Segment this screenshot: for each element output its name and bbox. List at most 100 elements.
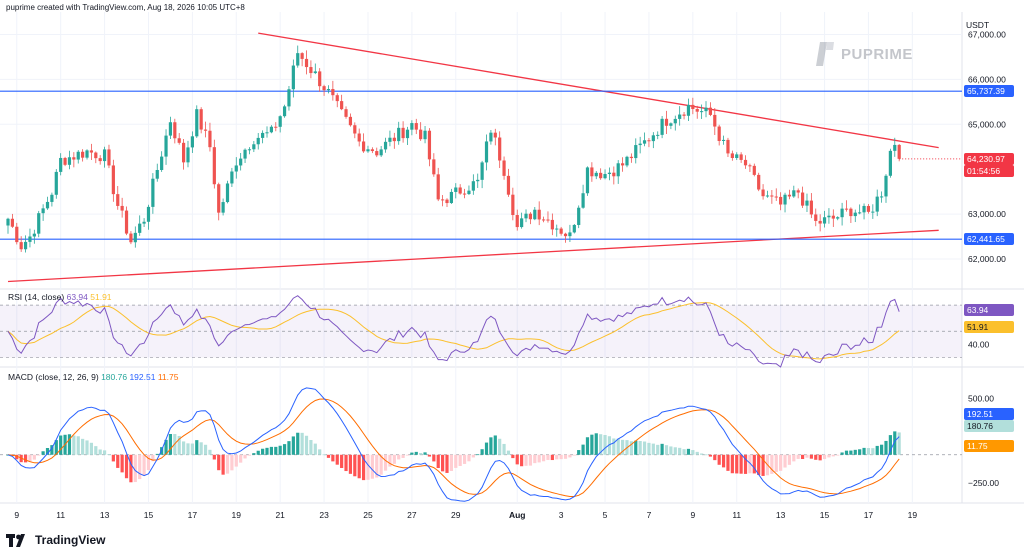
hist-legend-value: 11.75 bbox=[157, 372, 179, 382]
macd-line bbox=[7, 387, 900, 502]
macd-histogram-bar bbox=[476, 454, 480, 456]
macd-histogram-bar bbox=[388, 454, 392, 467]
macd-histogram-bar bbox=[831, 454, 835, 457]
candle-body bbox=[809, 200, 813, 215]
tradingview-logo-icon bbox=[6, 533, 25, 547]
candle-body bbox=[462, 193, 467, 195]
macd-histogram-bar bbox=[581, 444, 585, 455]
time-axis-label: 15 bbox=[820, 510, 830, 520]
candle-body bbox=[116, 194, 120, 206]
time-axis-label: 9 bbox=[14, 510, 19, 520]
macd-histogram-bar bbox=[822, 454, 827, 460]
macd-histogram-bar bbox=[809, 454, 813, 459]
candle-body bbox=[190, 136, 194, 148]
candle-body bbox=[493, 132, 497, 138]
candle-body bbox=[221, 202, 225, 213]
candle-body bbox=[884, 175, 888, 197]
candle-body bbox=[28, 236, 32, 242]
candle-body bbox=[199, 109, 203, 130]
candle-body bbox=[388, 137, 392, 142]
macd-histogram-bar bbox=[107, 454, 111, 455]
candle-body bbox=[862, 205, 866, 213]
candle-body bbox=[72, 157, 76, 160]
macd-histogram-bar bbox=[190, 443, 194, 455]
macd-histogram-bar bbox=[515, 454, 519, 465]
rsi-legend: RSI (14, close) 63.94 51.91 bbox=[8, 292, 112, 302]
macd-pane[interactable] bbox=[0, 387, 962, 502]
candle-body bbox=[805, 200, 809, 206]
rsi-title: RSI (14, close) bbox=[8, 292, 65, 302]
macd-histogram-bar bbox=[726, 454, 730, 471]
candle-body bbox=[612, 172, 616, 177]
candle-body bbox=[638, 143, 642, 146]
candle-body bbox=[642, 140, 647, 144]
time-axis-label: 13 bbox=[776, 510, 786, 520]
macd-histogram-bar bbox=[893, 431, 897, 455]
macd-histogram-bar bbox=[836, 454, 840, 456]
candle-body bbox=[37, 213, 41, 234]
candle-body bbox=[743, 159, 748, 166]
macd-histogram-bar bbox=[15, 454, 19, 460]
macd-histogram-bar bbox=[234, 454, 238, 467]
candle-body bbox=[866, 205, 871, 212]
price-axis-label: 67,000.00 bbox=[968, 29, 1006, 39]
macd-histogram-bar bbox=[660, 443, 664, 455]
candle-body bbox=[621, 163, 625, 166]
candle-body bbox=[787, 194, 792, 197]
candle-body bbox=[577, 207, 581, 225]
macd-histogram-bar bbox=[880, 444, 884, 455]
macd-histogram-bar bbox=[458, 454, 462, 466]
price-pane[interactable] bbox=[0, 32, 962, 283]
macd-histogram-bar bbox=[739, 454, 743, 474]
candle-body bbox=[186, 147, 190, 163]
macd-histogram-bar bbox=[361, 454, 366, 481]
candle-body bbox=[155, 169, 159, 179]
candle-body bbox=[59, 157, 63, 172]
macd-histogram-bar bbox=[37, 454, 41, 456]
candle-body bbox=[111, 165, 115, 195]
macd-histogram-bar bbox=[326, 454, 331, 458]
candle-body bbox=[300, 53, 304, 59]
macd-histogram-bar bbox=[528, 454, 533, 466]
macd-histogram-bar bbox=[243, 454, 247, 459]
candle-body bbox=[682, 114, 686, 116]
candle-body bbox=[76, 151, 80, 160]
candle-body bbox=[383, 141, 388, 150]
candle-body bbox=[361, 141, 366, 152]
macd-histogram-bar bbox=[489, 437, 493, 455]
candle-body bbox=[94, 152, 98, 159]
macd-histogram-bar bbox=[375, 454, 379, 478]
time-axis-label: 17 bbox=[188, 510, 198, 520]
tradingview-branding[interactable]: TradingView bbox=[6, 533, 105, 547]
candle-body bbox=[700, 111, 704, 113]
macd-histogram-bar bbox=[875, 445, 879, 455]
macd-histogram-bar bbox=[410, 452, 414, 455]
candle-body bbox=[160, 156, 164, 170]
candle-body bbox=[234, 165, 238, 172]
signal-legend-value: 180.76 bbox=[101, 372, 128, 382]
candle-body bbox=[247, 149, 252, 151]
rsi-legend-value: 63.94 bbox=[66, 292, 88, 302]
candle-body bbox=[243, 149, 247, 159]
macd-histogram-bar bbox=[524, 454, 528, 466]
puprime-watermark: PUPRIME bbox=[815, 42, 913, 66]
candle-body bbox=[520, 218, 524, 228]
candle-body bbox=[441, 199, 445, 201]
rsi-ma-line bbox=[7, 302, 900, 360]
candle-body bbox=[405, 129, 410, 139]
grid-lines bbox=[0, 12, 962, 503]
macd-histogram-bar bbox=[340, 454, 344, 468]
macd-histogram-bar bbox=[607, 436, 612, 455]
candle-body bbox=[344, 109, 348, 117]
macd-histogram-bar bbox=[76, 436, 80, 455]
macd-histogram-bar bbox=[67, 434, 72, 455]
macd-histogram-bar bbox=[603, 435, 607, 455]
candle-body bbox=[555, 228, 559, 230]
macd-histogram-bar bbox=[313, 443, 317, 455]
macd-histogram-bar bbox=[155, 453, 159, 455]
candle-body bbox=[318, 71, 322, 87]
candle-body bbox=[502, 160, 506, 176]
macd-histogram-bar bbox=[353, 454, 357, 477]
candle-body bbox=[726, 139, 730, 154]
rsi-pane[interactable] bbox=[0, 295, 962, 368]
